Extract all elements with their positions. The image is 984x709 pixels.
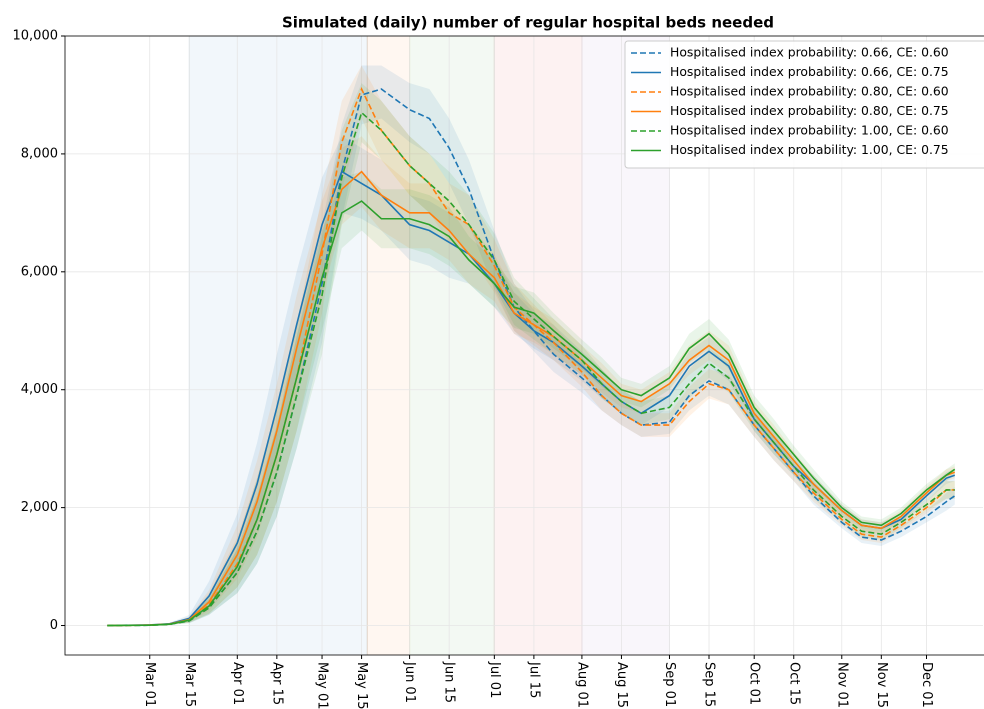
y-tick-label: 4,000 [21,382,58,397]
series-line [107,170,956,627]
plot-frame [64,35,984,656]
x-tick-label: Mar 15 [182,662,197,707]
x-tick-label: Oct 15 [786,662,801,705]
x-tick-label: Nov 15 [874,662,889,708]
x-tick-label: Nov 01 [834,662,849,708]
confidence-band [107,171,955,626]
x-tick-label: May 01 [315,662,330,709]
phase-region [189,36,368,655]
y-tick-label: 8,000 [21,146,58,161]
legend-label: Hospitalised index probability: 0.80, CE… [670,103,949,118]
legend-label: Hospitalised index probability: 0.66, CE… [670,64,949,79]
x-tick-label: Apr 01 [230,662,245,705]
x-tick-label: Jul 01 [487,661,502,698]
legend-label: Hospitalised index probability: 0.80, CE… [670,84,949,99]
x-tick-label: Sep 15 [702,662,717,707]
x-tick-label: Aug 01 [574,662,589,708]
legend-label: Hospitalised index probability: 1.00, CE… [670,123,949,138]
x-tick-label: Jul 15 [526,661,541,698]
legend-box [624,40,984,169]
x-tick-label: Jun 15 [442,661,457,703]
legend-label: Hospitalised index probability: 0.66, CE… [670,45,949,60]
x-tick-label: Sep 01 [662,662,677,707]
y-tick-label: 0 [50,618,58,633]
series-line [107,200,956,627]
x-tick-label: Oct 01 [747,662,762,705]
x-tick-label: May 15 [354,662,369,709]
y-tick-label: 10,000 [13,29,59,44]
x-tick-label: Jun 01 [402,661,417,703]
x-tick-label: Dec 01 [919,662,934,708]
y-tick-label: 6,000 [21,264,58,279]
phase-region [409,36,495,655]
legend-label: Hospitalised index probability: 1.00, CE… [670,142,949,157]
x-tick-label: Mar 01 [142,662,157,707]
chart-title: Simulated (daily) number of regular hosp… [282,14,774,32]
series-line [107,111,955,627]
y-tick-label: 2,000 [21,500,58,515]
x-tick-label: Aug 15 [614,662,629,708]
phase-region [494,36,582,655]
x-tick-label: Apr 15 [269,662,284,705]
confidence-band [107,65,955,626]
